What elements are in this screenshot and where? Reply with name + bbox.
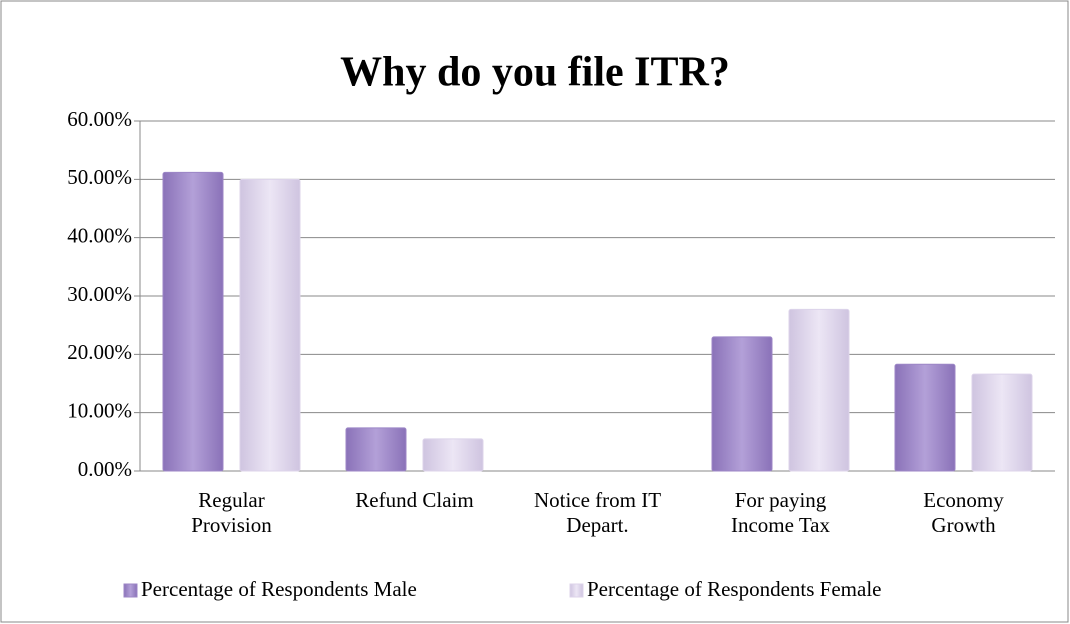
y-tick-label: 30.00% bbox=[67, 282, 132, 306]
x-tick-label: Refund Claim bbox=[355, 488, 474, 512]
bar bbox=[711, 336, 773, 472]
x-tick-label: Regular Provision bbox=[191, 488, 272, 537]
bar bbox=[894, 363, 956, 472]
legend-marker bbox=[123, 583, 138, 598]
bar bbox=[971, 373, 1033, 472]
bar bbox=[162, 171, 224, 472]
bar bbox=[239, 178, 301, 472]
y-tick-label: 60.00% bbox=[67, 107, 132, 131]
x-tick-label: For paying Income Tax bbox=[730, 488, 831, 537]
x-tick-label: Economy Growth bbox=[923, 488, 1004, 537]
bar bbox=[422, 438, 484, 472]
chart-title: Why do you file ITR? bbox=[340, 50, 730, 96]
legend-marker bbox=[569, 583, 584, 598]
legend-label: Percentage of Respondents Male bbox=[141, 577, 417, 601]
x-tick-label: Notice from IT Depart. bbox=[533, 488, 662, 537]
y-tick-label: 50.00% bbox=[67, 165, 132, 189]
y-tick-label: 0.00% bbox=[78, 457, 132, 481]
bar bbox=[345, 427, 407, 472]
bar bbox=[788, 308, 850, 472]
y-tick-label: 10.00% bbox=[67, 398, 132, 422]
y-tick-label: 40.00% bbox=[67, 223, 132, 247]
y-tick-label: 20.00% bbox=[67, 340, 132, 364]
legend-label: Percentage of Respondents Female bbox=[587, 577, 882, 601]
